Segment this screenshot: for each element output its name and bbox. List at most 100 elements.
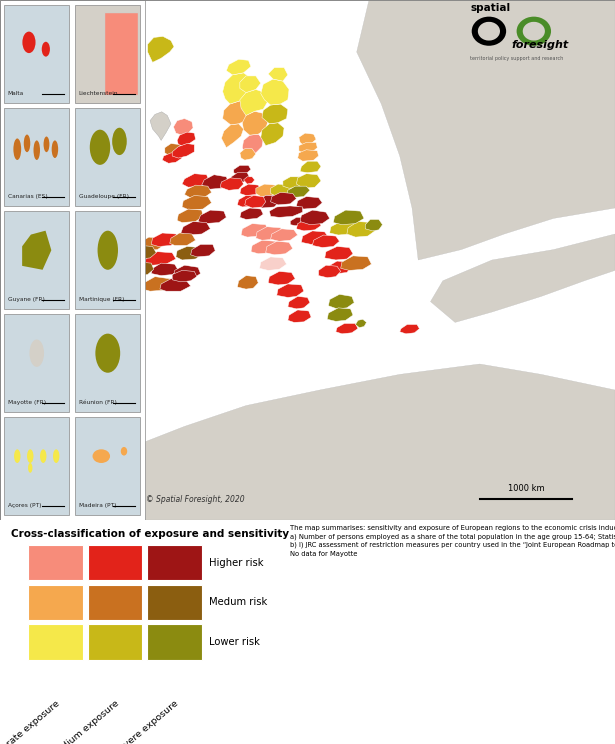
Text: Lower risk: Lower risk [208,638,260,647]
Polygon shape [244,177,255,184]
Polygon shape [271,193,296,205]
Polygon shape [176,246,203,260]
Polygon shape [330,222,358,235]
Polygon shape [290,217,309,225]
Polygon shape [181,222,210,235]
Polygon shape [241,224,268,237]
Polygon shape [300,210,330,225]
Polygon shape [182,196,212,210]
Polygon shape [151,233,180,246]
Text: The map summarises: sensitivity and exposure of European regions to the economic: The map summarises: sensitivity and expo… [290,525,615,557]
Polygon shape [170,233,196,246]
Polygon shape [198,210,226,224]
Ellipse shape [112,128,127,155]
Bar [147,624,202,660]
Text: Madeira (PT): Madeira (PT) [79,503,116,508]
Text: spatial: spatial [470,3,510,13]
Ellipse shape [44,136,49,153]
Polygon shape [266,241,293,254]
Polygon shape [245,196,266,208]
Polygon shape [172,144,194,158]
Bar [147,545,202,580]
Polygon shape [240,149,256,160]
Bar [4,108,69,206]
Polygon shape [400,324,419,334]
Polygon shape [261,123,284,146]
Ellipse shape [22,31,36,53]
Polygon shape [143,277,173,291]
Bar [87,624,142,660]
Polygon shape [202,175,229,189]
Bar [28,585,82,620]
Polygon shape [177,132,196,146]
Polygon shape [184,185,212,199]
Polygon shape [288,310,311,322]
Polygon shape [240,184,261,196]
Polygon shape [242,112,268,135]
Polygon shape [226,60,251,75]
Polygon shape [347,222,376,237]
Bar [147,585,202,620]
Polygon shape [261,79,289,105]
Text: Cross-classification of exposure and sensitivity: Cross-classification of exposure and sen… [11,529,289,539]
Polygon shape [160,279,191,291]
Bar [87,585,142,620]
Text: Malta: Malta [7,91,24,96]
Polygon shape [300,161,321,173]
Text: Medum risk: Medum risk [208,597,267,607]
Polygon shape [430,234,615,322]
Polygon shape [341,256,371,270]
Ellipse shape [14,449,20,463]
Polygon shape [162,153,182,163]
Ellipse shape [33,141,40,160]
Bar [76,211,140,309]
Text: foresight: foresight [512,40,569,51]
Polygon shape [257,196,280,208]
Polygon shape [296,219,321,231]
Text: Canarias (ES): Canarias (ES) [7,194,47,199]
Polygon shape [312,235,339,248]
Bar [76,108,140,206]
Text: Severe exposure: Severe exposure [113,699,180,744]
Polygon shape [277,284,304,298]
Text: Higher risk: Higher risk [208,557,263,568]
Ellipse shape [90,129,110,165]
Polygon shape [298,150,319,161]
Bar [28,545,82,580]
Polygon shape [319,265,341,278]
Ellipse shape [28,463,33,472]
Polygon shape [283,177,304,188]
Polygon shape [251,240,279,254]
Polygon shape [242,134,263,156]
Text: Guadeloupe (FR): Guadeloupe (FR) [79,194,129,199]
Polygon shape [269,206,303,217]
Polygon shape [148,36,174,62]
Polygon shape [129,262,154,275]
Text: Mayotte (FR): Mayotte (FR) [7,400,46,405]
Polygon shape [220,178,244,190]
Polygon shape [287,186,310,198]
Polygon shape [327,261,352,274]
Ellipse shape [98,231,118,270]
Bar [87,545,142,580]
Polygon shape [299,133,316,144]
Polygon shape [139,237,165,251]
Polygon shape [230,173,250,183]
Polygon shape [145,251,176,265]
Text: 1000 km: 1000 km [507,484,544,493]
Bar [0,0,145,520]
Polygon shape [240,89,268,115]
Polygon shape [296,173,321,188]
Polygon shape [357,0,615,260]
Polygon shape [173,118,193,135]
Polygon shape [288,296,310,309]
Polygon shape [240,208,263,219]
Polygon shape [256,184,278,196]
Polygon shape [328,295,354,309]
Polygon shape [240,76,261,92]
Polygon shape [271,184,292,196]
Polygon shape [301,231,328,244]
Bar [4,314,69,412]
Polygon shape [223,101,251,125]
Ellipse shape [14,138,21,160]
